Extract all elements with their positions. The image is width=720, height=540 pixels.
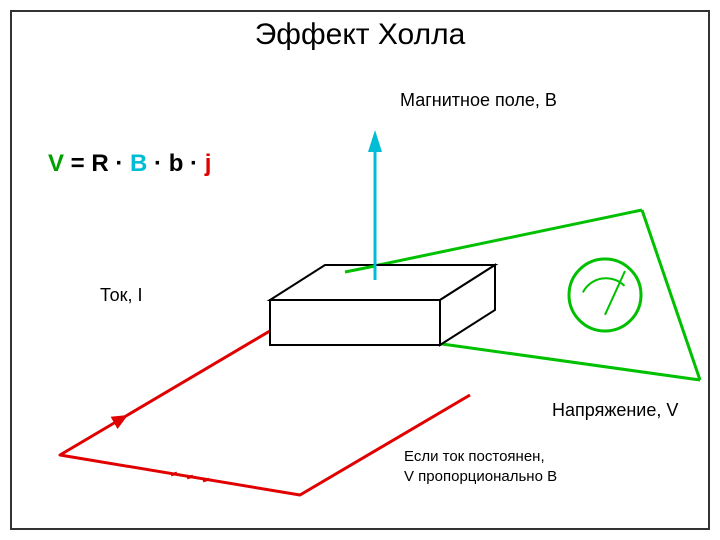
formula-part: ·: [183, 150, 204, 177]
formula-part: V: [48, 150, 64, 177]
diagram-title: Эффект Холла: [0, 18, 720, 52]
formula-part: b: [169, 150, 184, 177]
formula-part: j: [205, 150, 212, 177]
formula-part: R: [91, 150, 108, 177]
label-magnetic-field: Магнитное поле, В: [400, 90, 557, 111]
formula-part: ·: [147, 150, 168, 177]
label-note-line2: V пропорционально В: [404, 468, 557, 485]
formula-part: ·: [109, 150, 130, 177]
label-voltage: Напряжение, V: [552, 400, 678, 421]
formula-part: =: [64, 150, 91, 177]
label-current: Ток, I: [100, 285, 142, 306]
outer-frame: [10, 10, 710, 530]
label-note-line1: Если ток постоянен,: [404, 448, 545, 465]
hall-formula: V = R · B · b · j: [48, 150, 211, 178]
formula-part: B: [130, 150, 147, 177]
